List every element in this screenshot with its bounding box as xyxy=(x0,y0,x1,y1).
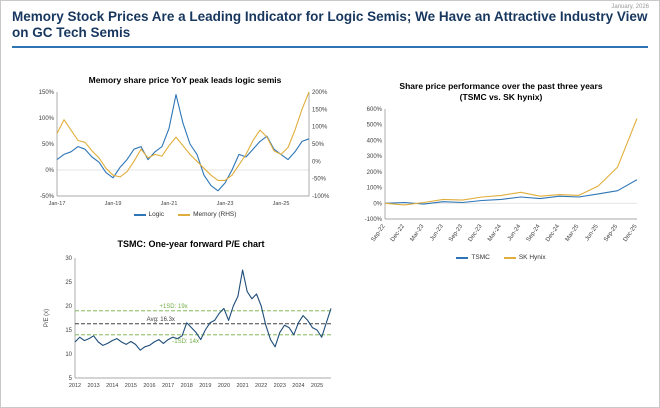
svg-text:Dec-23: Dec-23 xyxy=(468,223,484,243)
legend-item: Memory (RHS) xyxy=(178,211,236,218)
memory-logic-chart: Memory share price YoY peak leads logic … xyxy=(27,75,343,218)
svg-text:5: 5 xyxy=(69,376,73,382)
svg-text:Sep-25: Sep-25 xyxy=(603,223,619,243)
legend-swatch xyxy=(503,256,516,259)
svg-text:-100%: -100% xyxy=(365,217,383,223)
svg-text:2025: 2025 xyxy=(311,383,323,389)
svg-text:Jan-23: Jan-23 xyxy=(217,201,234,207)
svg-text:500%: 500% xyxy=(367,123,383,129)
svg-text:200%: 200% xyxy=(312,90,328,96)
svg-text:2020: 2020 xyxy=(218,383,230,389)
legend-label: Memory (RHS) xyxy=(193,211,237,218)
svg-text:Jan-25: Jan-25 xyxy=(273,201,290,207)
memory-logic-chart-title: Memory share price YoY peak leads logic … xyxy=(88,75,282,85)
svg-text:Dec-25: Dec-25 xyxy=(623,223,639,243)
svg-text:-100%: -100% xyxy=(312,194,330,200)
svg-text:0%: 0% xyxy=(373,201,382,207)
svg-text:+1SD: 19x: +1SD: 19x xyxy=(159,304,187,310)
tsmc-hynix-chart-title: Share price performance over the past th… xyxy=(399,81,603,91)
svg-text:Jan-21: Jan-21 xyxy=(161,201,178,207)
svg-text:Jan-17: Jan-17 xyxy=(49,201,66,207)
svg-text:Sep-23: Sep-23 xyxy=(448,223,464,243)
memory-logic-chart-plot: -50% 0% 50% 100% 150% -100% -50% 0% 50% 100% 150% 2… xyxy=(39,90,330,207)
svg-text:100%: 100% xyxy=(39,116,55,122)
svg-text:Jan-19: Jan-19 xyxy=(105,201,122,207)
svg-text:400%: 400% xyxy=(367,138,383,144)
svg-text:Sep-24: Sep-24 xyxy=(526,223,542,243)
svg-text:2012: 2012 xyxy=(69,383,81,389)
svg-text:Avg: 16.3x: Avg: 16.3x xyxy=(147,317,175,323)
tsmc-hynix-chart-subtitle: (TSMC vs. SK hynix) xyxy=(459,92,543,102)
svg-text:Dec-24: Dec-24 xyxy=(545,223,561,243)
svg-text:600%: 600% xyxy=(367,107,383,113)
svg-text:P/E (x): P/E (x) xyxy=(44,309,50,327)
svg-text:2021: 2021 xyxy=(236,383,248,389)
svg-text:2014: 2014 xyxy=(106,383,118,389)
svg-text:2019: 2019 xyxy=(199,383,211,389)
svg-text:2024: 2024 xyxy=(292,383,304,389)
legend-swatch xyxy=(133,213,146,216)
tsmc-pe-chart: TSMC: One-year forward P/E chart 5 10 15 20… xyxy=(39,239,343,392)
slide-header: Memory Stock Prices Are a Leading Indica… xyxy=(12,9,648,48)
svg-text:2018: 2018 xyxy=(181,383,193,389)
title-underline xyxy=(12,45,648,48)
svg-text:100%: 100% xyxy=(367,186,383,192)
legend-swatch xyxy=(178,213,191,216)
svg-text:Jun-23: Jun-23 xyxy=(429,223,445,242)
svg-text:200%: 200% xyxy=(367,170,383,176)
svg-text:2017: 2017 xyxy=(162,383,174,389)
memory-logic-chart-legend: Logic Memory (RHS) xyxy=(27,211,343,218)
svg-text:2023: 2023 xyxy=(274,383,286,389)
svg-text:2015: 2015 xyxy=(125,383,137,389)
svg-text:Jun-24: Jun-24 xyxy=(507,223,523,242)
tsmc-hynix-chart: Share price performance over the past th… xyxy=(355,81,647,261)
svg-text:Sep-22: Sep-22 xyxy=(371,223,387,243)
svg-text:Mar-24: Mar-24 xyxy=(487,223,503,243)
svg-text:10: 10 xyxy=(65,352,72,358)
legend-item: TSMC xyxy=(456,254,490,261)
date-label: January, 2026 xyxy=(611,4,649,10)
legend-item: SK Hynix xyxy=(503,254,546,261)
svg-text:Jun-25: Jun-25 xyxy=(584,223,600,242)
svg-text:-50%: -50% xyxy=(40,194,55,200)
svg-text:15: 15 xyxy=(65,328,72,334)
svg-text:-50%: -50% xyxy=(312,177,327,183)
svg-text:Dec-22: Dec-22 xyxy=(390,223,406,243)
legend-label: TSMC xyxy=(471,254,490,261)
legend-label: Logic xyxy=(148,211,165,218)
svg-text:30: 30 xyxy=(65,256,72,262)
tsmc-hynix-chart-plot: -100%0%100%200%300%400%500%600%Sep-22 Dec… xyxy=(365,107,639,243)
svg-text:150%: 150% xyxy=(312,107,328,113)
svg-text:Mar-25: Mar-25 xyxy=(565,223,581,243)
legend-label: SK Hynix xyxy=(518,254,546,261)
svg-text:Mar-23: Mar-23 xyxy=(410,223,426,243)
svg-text:25: 25 xyxy=(65,280,72,286)
svg-text:50%: 50% xyxy=(42,142,55,148)
tsmc-pe-chart-title: TSMC: One-year forward P/E chart xyxy=(117,239,265,249)
legend-item: Logic xyxy=(133,211,165,218)
svg-text:0%: 0% xyxy=(312,159,321,165)
svg-text:2016: 2016 xyxy=(143,383,155,389)
svg-text:150%: 150% xyxy=(39,90,55,96)
svg-text:2013: 2013 xyxy=(87,383,99,389)
svg-text:20: 20 xyxy=(65,304,72,310)
svg-text:300%: 300% xyxy=(367,154,383,160)
svg-text:0%: 0% xyxy=(45,168,54,174)
svg-text:2022: 2022 xyxy=(255,383,267,389)
tsmc-hynix-chart-legend: TSMC SK Hynix xyxy=(355,254,647,261)
svg-text:100%: 100% xyxy=(312,125,328,131)
svg-text:50%: 50% xyxy=(312,142,325,148)
svg-text:-1SD: 14x: -1SD: 14x xyxy=(172,339,199,345)
slide-title: Memory Stock Prices Are a Leading Indica… xyxy=(12,9,648,41)
legend-swatch xyxy=(456,256,469,259)
